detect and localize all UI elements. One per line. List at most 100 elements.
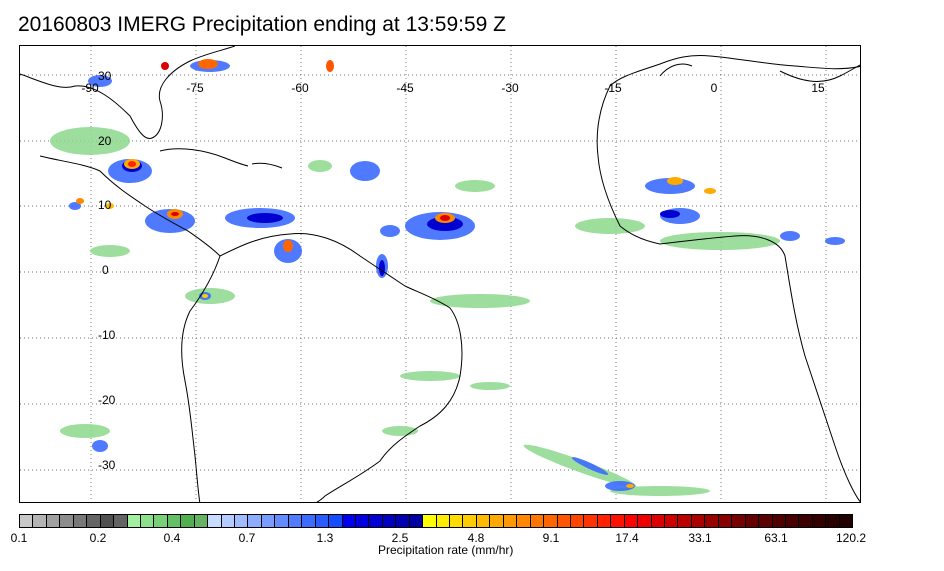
colorbar-title: Precipitation rate (mm/hr) — [378, 543, 514, 557]
colorbar-cell — [423, 515, 437, 527]
colorbar-cell — [732, 515, 746, 527]
colorbar-cell — [342, 515, 356, 527]
colorbar-cell — [597, 515, 612, 527]
lon-label: -75 — [186, 81, 204, 95]
colorbar-cell — [503, 515, 518, 527]
map-canvas — [20, 46, 860, 502]
lon-label: -45 — [396, 81, 414, 95]
colorbar-cell — [221, 515, 235, 527]
colorbar-cell — [570, 515, 585, 527]
colorbar-cell — [33, 515, 47, 527]
coastline-hispaniola — [251, 162, 283, 169]
colorbar-cell — [261, 515, 276, 527]
colorbar-cell — [665, 515, 679, 527]
colorbar-cell — [369, 515, 383, 527]
colorbar-cell — [624, 515, 639, 527]
coastline-cuba — [159, 148, 249, 167]
colorbar-cell — [691, 515, 706, 527]
colorbar-cell — [248, 515, 262, 527]
colorbar-cell — [154, 515, 168, 527]
colorbar-cell — [759, 515, 773, 527]
colorbar-cell — [140, 515, 155, 527]
coastline-africa — [609, 55, 860, 87]
colorbar — [19, 514, 853, 528]
colorbar-cell — [557, 515, 571, 527]
colorbar-cell — [194, 515, 209, 527]
colorbar-cell — [530, 515, 545, 527]
map-title: 20160803 IMERG Precipitation ending at 1… — [18, 13, 506, 36]
colorbar-cell — [355, 515, 370, 527]
coastline-europe — [779, 64, 860, 82]
precipitation-map — [19, 45, 861, 503]
colorbar-cell — [584, 515, 598, 527]
colorbar-cell — [87, 515, 101, 527]
colorbar-cell — [476, 515, 491, 527]
coastline-africa-west — [596, 85, 860, 502]
colorbar-cell — [275, 515, 289, 527]
colorbar-cell — [463, 515, 477, 527]
colorbar-cell — [705, 515, 719, 527]
lat-label: 0 — [102, 263, 109, 277]
colorbar-cell — [20, 515, 34, 527]
colorbar-cell — [826, 515, 840, 527]
lon-label: 0 — [710, 81, 718, 95]
lat-label: 10 — [98, 198, 112, 212]
colorbar-cell — [544, 515, 558, 527]
colorbar-cell — [46, 515, 61, 527]
colorbar-cell — [100, 515, 115, 527]
colorbar-cell — [490, 515, 504, 527]
colorbar-tick-label: 1.3 — [316, 531, 334, 545]
lat-label: -20 — [98, 393, 116, 407]
colorbar-cell — [114, 515, 128, 527]
lat-label: -30 — [98, 458, 116, 472]
lat-label: 30 — [98, 69, 112, 83]
colorbar-cell — [839, 515, 853, 527]
colorbar-cell — [288, 515, 303, 527]
colorbar-cell — [638, 515, 652, 527]
colorbar-tick-label: 0.2 — [89, 531, 107, 545]
colorbar-cell — [450, 515, 464, 527]
colorbar-cell — [812, 515, 827, 527]
colorbar-cell — [799, 515, 813, 527]
colorbar-tick-label: 2.5 — [391, 531, 409, 545]
colorbar-tick-label: 0.4 — [163, 531, 181, 545]
colorbar-cell — [382, 515, 397, 527]
colorbar-cell — [181, 515, 195, 527]
colorbar-cell — [60, 515, 74, 527]
precipitation-fields — [50, 59, 845, 496]
coastline-south-america — [219, 232, 463, 502]
lon-label: 15 — [811, 81, 825, 95]
coastline-north-america — [20, 46, 236, 140]
colorbar-cell — [302, 515, 316, 527]
colorbar-tick-label: 9.1 — [542, 531, 560, 545]
colorbar-tick-label: 120.2 — [835, 531, 867, 545]
colorbar-cell — [396, 515, 410, 527]
colorbar-tick-label: 33.1 — [688, 531, 712, 545]
colorbar-cell — [208, 515, 222, 527]
colorbar-cell — [745, 515, 760, 527]
colorbar-cell — [785, 515, 800, 527]
lon-label: -30 — [501, 81, 519, 95]
colorbar-cell — [611, 515, 625, 527]
colorbar-cell — [329, 515, 343, 527]
colorbar-cell — [73, 515, 88, 527]
coastline-iberia — [659, 63, 693, 77]
coastline-central-america — [39, 155, 221, 257]
lon-label: -90 — [81, 81, 99, 95]
lat-label: 20 — [98, 134, 112, 148]
colorbar-tick-label: 0.1 — [10, 531, 28, 545]
colorbar-tick-label: 17.4 — [615, 531, 639, 545]
colorbar-tick-label: 0.7 — [238, 531, 256, 545]
lon-label: -60 — [291, 81, 309, 95]
colorbar-tick-label: 4.8 — [467, 531, 485, 545]
colorbar-cell — [678, 515, 692, 527]
colorbar-cell — [235, 515, 249, 527]
colorbar-cell — [409, 515, 424, 527]
colorbar-cell — [517, 515, 531, 527]
lon-label: -15 — [604, 81, 622, 95]
colorbar-cell — [718, 515, 733, 527]
lat-label: -10 — [98, 328, 116, 342]
colorbar-cell — [772, 515, 786, 527]
colorbar-cell — [315, 515, 330, 527]
colorbar-cell — [127, 515, 141, 527]
